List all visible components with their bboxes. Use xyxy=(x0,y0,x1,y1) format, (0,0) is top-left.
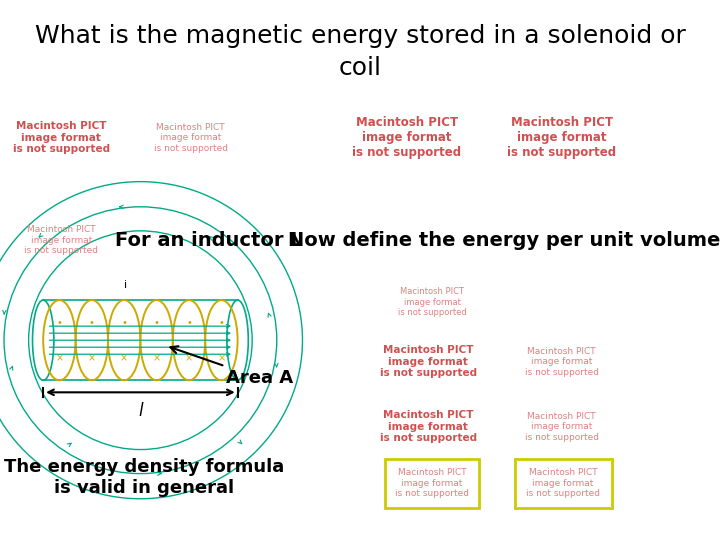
Text: •: • xyxy=(218,318,225,328)
Text: •: • xyxy=(186,318,192,328)
Ellipse shape xyxy=(32,300,54,380)
Text: Macintosh PICT
image format
is not supported: Macintosh PICT image format is not suppo… xyxy=(507,116,616,159)
Text: Macintosh PICT
image format
is not supported: Macintosh PICT image format is not suppo… xyxy=(380,345,477,379)
Text: •: • xyxy=(56,318,63,328)
Text: For an inductor L: For an inductor L xyxy=(115,231,302,250)
Text: •: • xyxy=(153,318,160,328)
Text: ×: × xyxy=(120,353,128,363)
Text: Area A: Area A xyxy=(171,346,293,387)
Text: Macintosh PICT
image format
is not supported: Macintosh PICT image format is not suppo… xyxy=(380,410,477,443)
Text: Macintosh PICT
image format
is not supported: Macintosh PICT image format is not suppo… xyxy=(525,411,598,442)
Text: Macintosh PICT
image format
is not supported: Macintosh PICT image format is not suppo… xyxy=(526,468,600,498)
Text: ×: × xyxy=(153,353,161,363)
Bar xyxy=(385,459,479,508)
Text: Macintosh PICT
image format
is not supported: Macintosh PICT image format is not suppo… xyxy=(395,468,469,498)
Text: Macintosh PICT
image format
is not supported: Macintosh PICT image format is not suppo… xyxy=(13,121,109,154)
Text: l: l xyxy=(138,402,143,420)
Text: Macintosh PICT
image format
is not supported: Macintosh PICT image format is not suppo… xyxy=(397,287,467,318)
Bar xyxy=(515,459,612,508)
Text: i: i xyxy=(125,280,127,291)
Text: Macintosh PICT
image format
is not supported: Macintosh PICT image format is not suppo… xyxy=(525,347,598,377)
Text: Macintosh PICT
image format
is not supported: Macintosh PICT image format is not suppo… xyxy=(24,225,98,255)
Ellipse shape xyxy=(227,300,248,380)
Text: ×: × xyxy=(185,353,193,363)
Text: Macintosh PICT
image format
is not supported: Macintosh PICT image format is not suppo… xyxy=(352,116,462,159)
Text: What is the magnetic energy stored in a solenoid or
coil: What is the magnetic energy stored in a … xyxy=(35,24,685,80)
Text: ×: × xyxy=(88,353,96,363)
Text: Now define the energy per unit volume: Now define the energy per unit volume xyxy=(288,231,720,250)
Text: •: • xyxy=(121,318,127,328)
Text: ×: × xyxy=(55,353,63,363)
Text: Macintosh PICT
image format
is not supported: Macintosh PICT image format is not suppo… xyxy=(154,123,228,153)
Text: The energy density formula
is valid in general: The energy density formula is valid in g… xyxy=(4,458,284,497)
Text: ×: × xyxy=(217,353,225,363)
Text: •: • xyxy=(89,318,95,328)
